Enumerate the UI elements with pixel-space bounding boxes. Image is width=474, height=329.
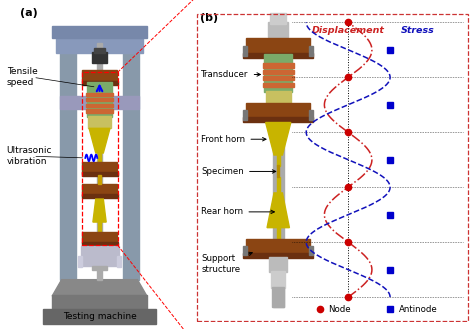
Bar bbox=[263, 70, 293, 74]
Text: Stress: Stress bbox=[401, 26, 435, 35]
Bar bbox=[277, 165, 279, 177]
Bar bbox=[243, 246, 247, 255]
Bar bbox=[246, 103, 310, 119]
Bar bbox=[98, 152, 101, 163]
Bar bbox=[123, 43, 139, 280]
Bar bbox=[60, 43, 76, 280]
Text: Support
structure: Support structure bbox=[201, 252, 252, 274]
Bar bbox=[277, 227, 280, 240]
Polygon shape bbox=[52, 280, 147, 296]
Bar bbox=[263, 83, 293, 87]
Bar bbox=[56, 35, 143, 53]
Text: Transducer: Transducer bbox=[201, 70, 260, 79]
Bar bbox=[52, 26, 147, 38]
Bar bbox=[82, 232, 117, 243]
Bar bbox=[81, 246, 118, 266]
Bar bbox=[243, 110, 247, 120]
Bar bbox=[82, 194, 118, 198]
Bar bbox=[86, 98, 113, 101]
Text: (b): (b) bbox=[200, 13, 218, 23]
Bar bbox=[82, 70, 117, 82]
Text: Rear horn: Rear horn bbox=[201, 207, 274, 216]
Bar bbox=[94, 48, 105, 53]
Bar bbox=[98, 221, 101, 232]
Bar bbox=[82, 172, 118, 176]
Bar bbox=[87, 82, 112, 117]
Bar bbox=[270, 13, 286, 24]
Bar bbox=[92, 266, 107, 270]
Bar bbox=[43, 309, 156, 324]
Bar bbox=[269, 257, 287, 272]
Bar bbox=[60, 96, 139, 109]
Bar bbox=[92, 52, 107, 63]
Bar bbox=[265, 91, 291, 103]
Bar bbox=[277, 176, 280, 193]
Polygon shape bbox=[89, 128, 110, 153]
Bar bbox=[243, 46, 247, 56]
Bar bbox=[82, 184, 117, 196]
Bar bbox=[243, 253, 313, 258]
Bar bbox=[78, 256, 82, 267]
Bar bbox=[243, 53, 313, 58]
Text: Tensile
speed: Tensile speed bbox=[7, 67, 37, 88]
Bar bbox=[99, 175, 100, 184]
Bar bbox=[309, 46, 313, 56]
Bar bbox=[86, 104, 113, 107]
Bar bbox=[273, 22, 284, 307]
Bar bbox=[117, 256, 121, 267]
Bar bbox=[263, 63, 293, 67]
Text: Ultrasonic
vibration: Ultrasonic vibration bbox=[7, 146, 52, 166]
Bar bbox=[82, 81, 118, 85]
Text: (a): (a) bbox=[20, 8, 37, 18]
Bar bbox=[272, 287, 284, 307]
Bar bbox=[309, 246, 313, 255]
Bar bbox=[86, 93, 113, 96]
Bar bbox=[86, 109, 113, 113]
Text: Testing machine: Testing machine bbox=[63, 312, 137, 321]
Bar bbox=[243, 117, 313, 122]
Text: Displacement: Displacement bbox=[312, 26, 384, 35]
Polygon shape bbox=[93, 199, 106, 222]
Text: Antinode: Antinode bbox=[399, 305, 437, 314]
Polygon shape bbox=[267, 193, 290, 228]
Bar bbox=[246, 239, 310, 255]
Bar bbox=[264, 54, 292, 92]
Bar bbox=[268, 22, 288, 37]
Polygon shape bbox=[265, 122, 291, 155]
Bar bbox=[277, 154, 280, 166]
Bar bbox=[309, 110, 313, 120]
Text: Front horn: Front horn bbox=[201, 135, 266, 144]
Bar bbox=[246, 38, 310, 54]
Bar bbox=[263, 76, 293, 81]
Text: Node: Node bbox=[328, 305, 351, 314]
Bar bbox=[82, 72, 118, 245]
Bar bbox=[82, 162, 117, 174]
Bar bbox=[82, 242, 118, 246]
Bar bbox=[52, 295, 147, 311]
Bar bbox=[271, 271, 285, 288]
Bar bbox=[97, 43, 102, 280]
Bar bbox=[88, 116, 111, 128]
Text: Specimen: Specimen bbox=[201, 167, 276, 176]
